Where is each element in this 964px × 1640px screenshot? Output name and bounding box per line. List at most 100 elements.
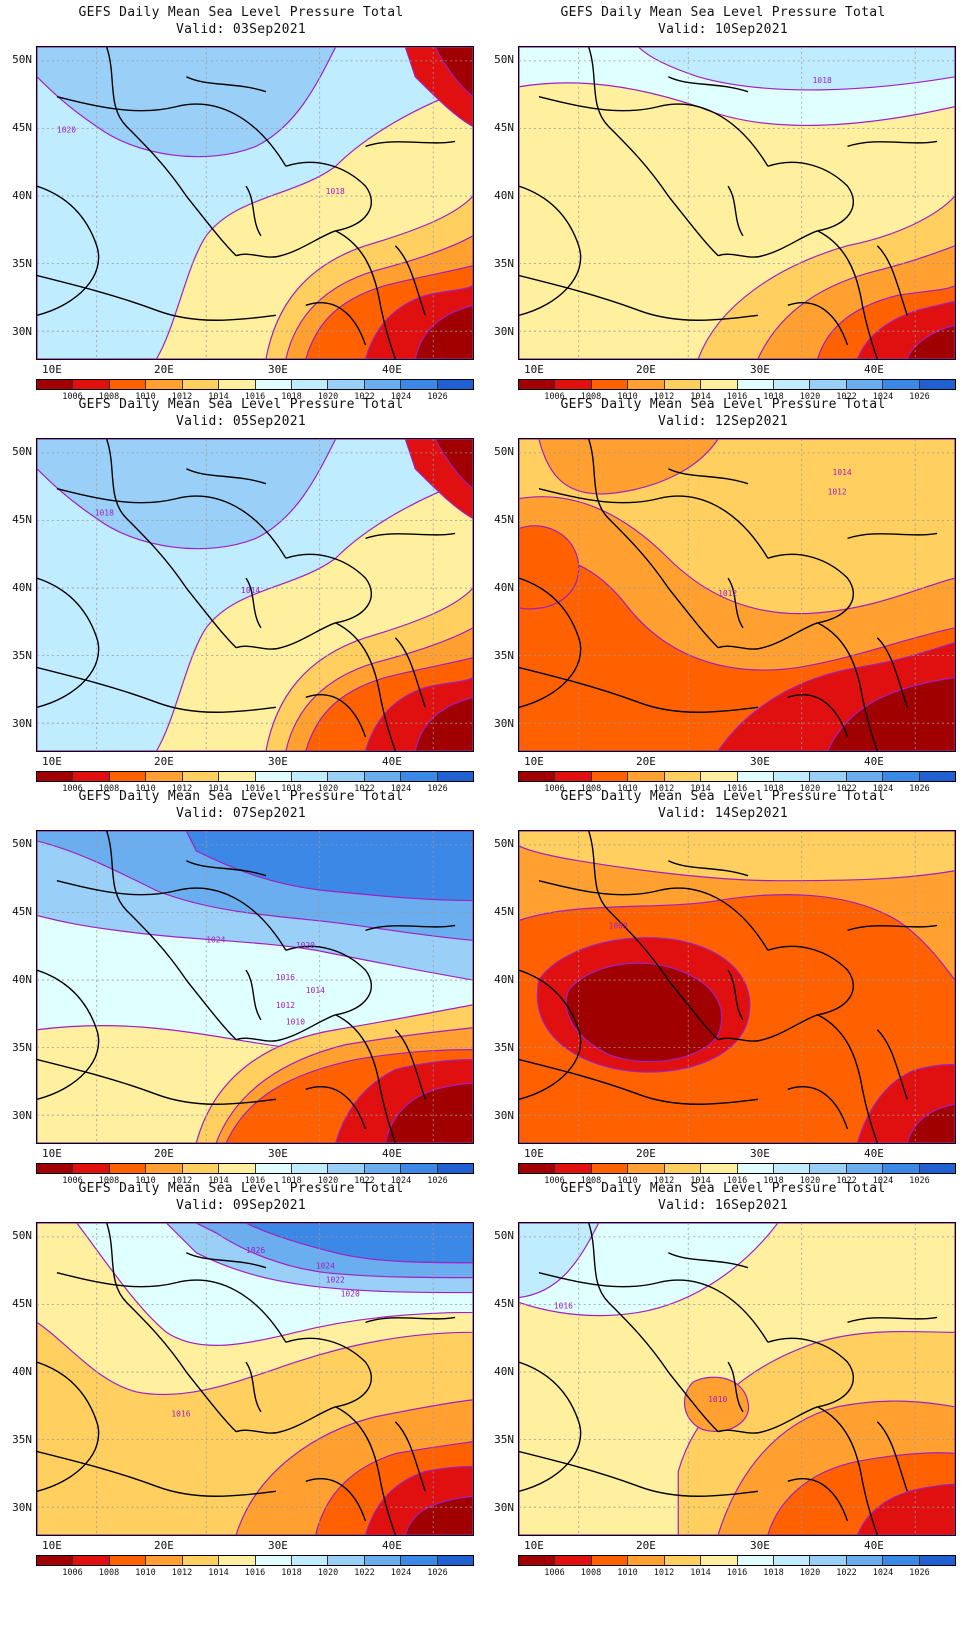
colorbar-swatch [919, 772, 956, 781]
coastline [727, 1361, 744, 1413]
colorbar-swatch [219, 1556, 256, 1565]
coastline [365, 924, 456, 932]
colorbar [36, 1555, 474, 1566]
lat-label: 35N [12, 1433, 32, 1446]
map-panel: GEFS Daily Mean Sea Level Pressure Total… [0, 0, 482, 410]
colorbar-label: 1018 [763, 784, 784, 794]
lat-label: 30N [12, 1109, 32, 1122]
pressure-map: 1016 1010 [518, 1222, 956, 1536]
lon-label: 10E [42, 1147, 62, 1160]
colorbar-label: 1018 [763, 1568, 784, 1578]
contour-label: 1012 [276, 1001, 295, 1010]
contour-label: 1026 [246, 1246, 265, 1255]
colorbar-swatch [437, 1164, 474, 1173]
lat-label: 40N [12, 189, 32, 202]
colorbar-swatch [109, 1556, 147, 1565]
colorbar-label: 1016 [244, 392, 266, 402]
colorbar-swatch [737, 1556, 774, 1565]
colorbar-swatch [701, 380, 738, 389]
coastline [394, 1029, 426, 1100]
panel-title: GEFS Daily Mean Sea Level Pressure Total [78, 1181, 404, 1196]
pressure-band [826, 676, 955, 751]
coastline [847, 924, 938, 932]
colorbar [518, 1163, 956, 1174]
contour-label: 1014 [833, 468, 852, 477]
coastline [56, 488, 287, 559]
colorbar-swatch [664, 1556, 702, 1565]
colorbar-label: 1008 [580, 1176, 602, 1186]
colorbar-label: 1018 [763, 1176, 784, 1186]
coastline [394, 245, 426, 316]
contour-label: 1024 [316, 1262, 335, 1271]
colorbar-label: 1018 [281, 1568, 302, 1578]
pressure-band [906, 324, 955, 359]
lat-label: 50N [494, 445, 514, 458]
contour-label: 1014 [241, 586, 260, 595]
colorbar-swatch [519, 1556, 556, 1565]
coastline [767, 553, 854, 624]
colorbar [36, 1163, 474, 1174]
panel-title: GEFS Daily Mean Sea Level Pressure Total [78, 397, 404, 412]
coastline [365, 1316, 456, 1324]
coastline [37, 1450, 276, 1497]
pressure-band [906, 1103, 955, 1143]
colorbar-label: 1008 [98, 392, 120, 402]
coastline [106, 1223, 237, 1433]
lat-label: 30N [12, 325, 32, 338]
colorbar-swatch [364, 772, 402, 781]
colorbar-swatch [146, 1556, 183, 1565]
colorbar-swatch [773, 772, 811, 781]
colorbar-swatch [73, 1164, 110, 1173]
coastline [668, 468, 749, 485]
lon-label: 30E [750, 755, 770, 768]
colorbar-label: 1010 [135, 1568, 156, 1578]
colorbar-label: 1020 [317, 1176, 339, 1186]
colorbar-swatch [519, 1164, 556, 1173]
panel-title: GEFS Daily Mean Sea Level Pressure Total [560, 1181, 886, 1196]
colorbar-label: 1026 [427, 1568, 448, 1578]
lon-label: 40E [382, 755, 402, 768]
colorbar-swatch [182, 1164, 220, 1173]
colorbar-swatch [255, 380, 292, 389]
colorbar [36, 379, 474, 390]
colorbar-swatch [401, 1556, 438, 1565]
colorbar-label: 1016 [726, 784, 748, 794]
colorbar-swatch [701, 1164, 738, 1173]
coastline [727, 577, 744, 629]
coastline [305, 694, 367, 738]
colorbar-label: 1022 [836, 1176, 857, 1186]
coastline [519, 1450, 758, 1497]
coastline [285, 553, 372, 624]
lon-label: 20E [636, 1539, 656, 1552]
coastline [717, 622, 818, 650]
coastline [37, 577, 100, 708]
pressure-field: 1024 1020 1016 1014 1012 1010 [37, 831, 473, 1143]
lon-label: 30E [750, 1147, 770, 1160]
colorbar-swatch [364, 380, 402, 389]
map-panel: GEFS Daily Mean Sea Level Pressure Total… [0, 784, 482, 1194]
colorbar-label: 1026 [909, 1568, 930, 1578]
coastline [538, 96, 769, 167]
colorbar-swatch [73, 1556, 110, 1565]
colorbar-label: 1006 [62, 784, 83, 794]
coastline [519, 274, 758, 321]
panel-title: GEFS Daily Mean Sea Level Pressure Total [560, 397, 886, 412]
coastline [335, 1014, 397, 1143]
colorbar-label: 1012 [653, 1568, 675, 1578]
colorbar [518, 379, 956, 390]
lon-label: 30E [750, 1539, 770, 1552]
coastline [519, 969, 582, 1100]
lon-label: 20E [154, 1147, 174, 1160]
map-panel: GEFS Daily Mean Sea Level Pressure Total… [482, 392, 964, 802]
colorbar-swatch [810, 772, 847, 781]
coastline [235, 1014, 336, 1042]
colorbar-label: 1010 [617, 392, 638, 402]
colorbar-swatch [182, 380, 220, 389]
contour-label: 1018 [813, 76, 832, 85]
panel-title: GEFS Daily Mean Sea Level Pressure Total [560, 5, 886, 20]
colorbar-label: 1012 [171, 1568, 193, 1578]
colorbar-label: 1014 [690, 1568, 711, 1578]
coastline [335, 230, 397, 359]
colorbar-swatch [73, 380, 110, 389]
colorbar-label: 1012 [653, 784, 675, 794]
